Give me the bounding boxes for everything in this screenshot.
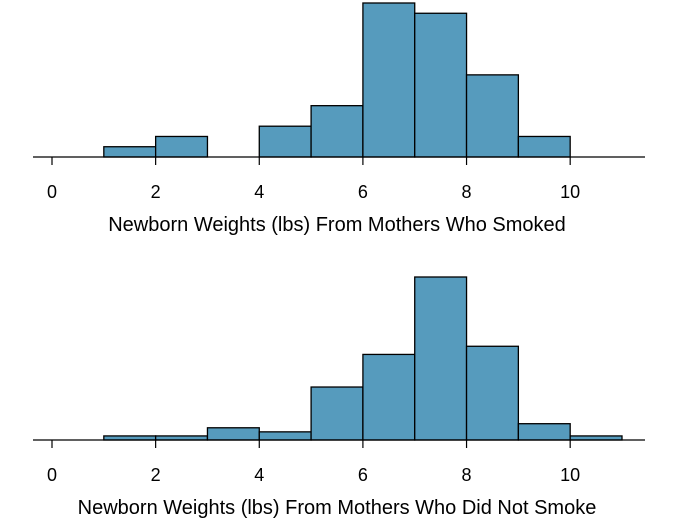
histogram-bar <box>310 386 364 441</box>
x-axis-title: Newborn Weights (lbs) From Mothers Who S… <box>108 214 566 236</box>
histogram-bar <box>154 135 209 158</box>
histogram-bar <box>103 435 157 441</box>
histogram-bar <box>517 423 571 441</box>
histogram-bar <box>414 276 468 441</box>
x-tick-label: 8 <box>462 182 472 202</box>
histogram-bar <box>310 105 364 158</box>
histogram-bar <box>517 135 571 158</box>
x-tick-label: 4 <box>254 182 264 202</box>
x-tick-label: 10 <box>560 465 580 485</box>
histogram-bar <box>414 12 468 158</box>
x-tick-label: 8 <box>462 465 472 485</box>
histogram-bar <box>362 2 416 158</box>
histogram-bar <box>362 353 416 441</box>
histogram-bar <box>465 345 520 441</box>
histogram-bar <box>206 427 260 441</box>
x-tick-label: 6 <box>358 465 368 485</box>
x-tick-label: 2 <box>151 465 161 485</box>
x-tick-label: 2 <box>151 182 161 202</box>
histogram-bar <box>465 74 520 158</box>
histogram-bar <box>103 146 157 158</box>
x-tick-label: 0 <box>47 465 57 485</box>
histogram-panel-2: 0 2 4 6 8 10 Newborn Weights (lbs) From Mother… <box>33 276 645 519</box>
histogram-bar <box>258 125 312 158</box>
histogram-bar <box>154 435 209 441</box>
x-tick-label: 4 <box>254 465 264 485</box>
histogram-bar <box>569 435 623 441</box>
x-axis-title: Newborn Weights (lbs) From Mothers Who D… <box>78 497 597 519</box>
x-tick-label: 10 <box>560 182 580 202</box>
histogram-bar <box>258 431 312 441</box>
x-tick-label: 0 <box>47 182 57 202</box>
x-tick-label: 6 <box>358 182 368 202</box>
histogram-panel-1: 0 2 4 6 8 10 Newborn Weights (lbs) From Mother… <box>33 2 645 236</box>
